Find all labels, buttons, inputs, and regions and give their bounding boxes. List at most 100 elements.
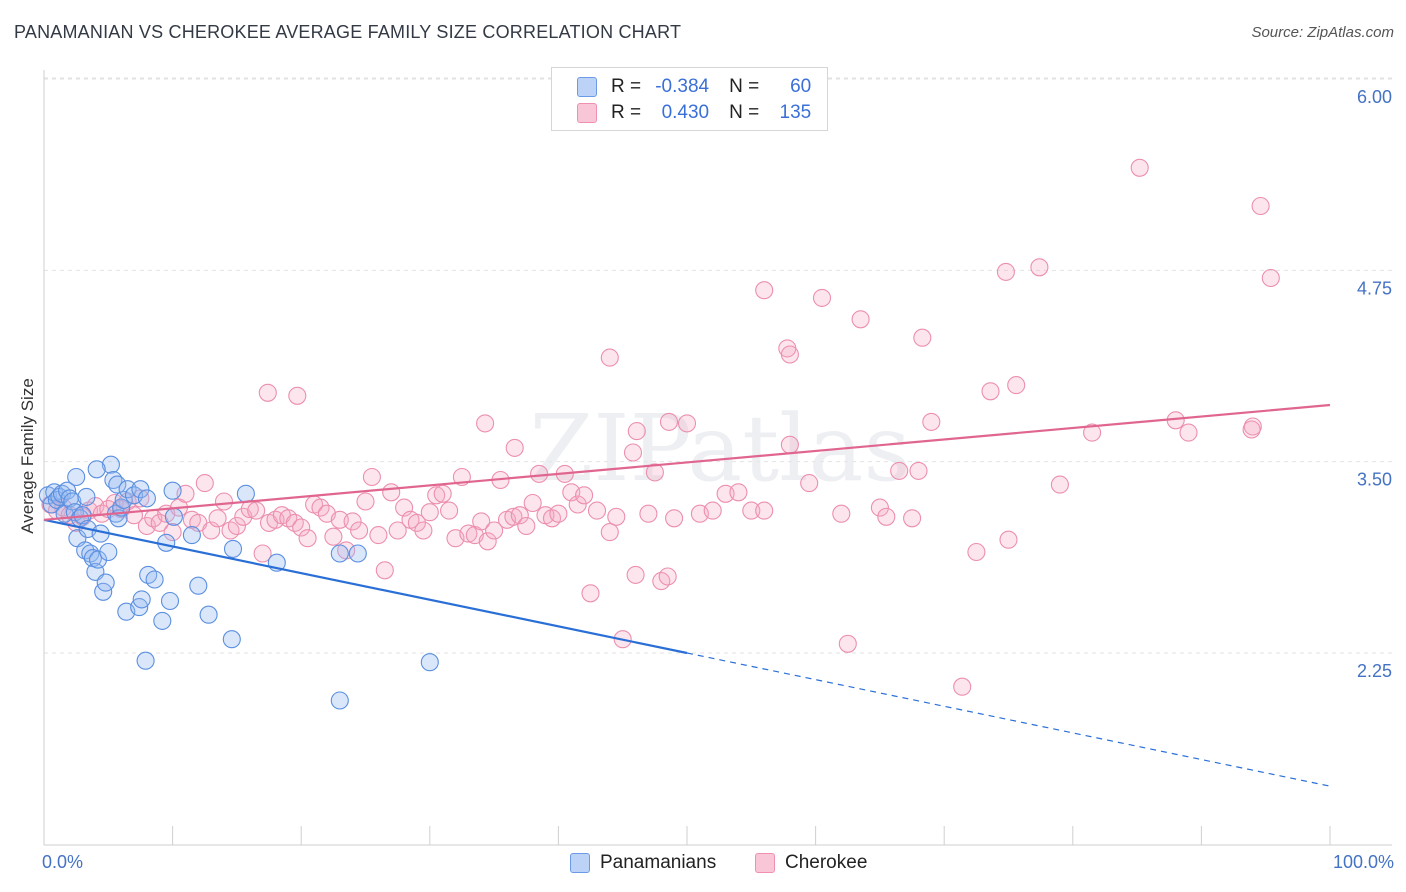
cherokee-point xyxy=(1242,420,1261,439)
panamanians-point xyxy=(76,541,95,560)
cherokee-point xyxy=(1261,268,1280,288)
legend-r-label: R = xyxy=(611,102,642,123)
legend-r-value: -0.384 xyxy=(655,76,710,97)
cherokee-point xyxy=(247,501,266,520)
series-legend-panamanians[interactable]: Panamanians xyxy=(570,852,716,874)
trend-lines xyxy=(43,403,1331,787)
cherokee-point xyxy=(890,461,909,480)
cherokee-point xyxy=(832,504,851,523)
y-tick-labels: 2.25 3.50 4.75 6.00 xyxy=(1357,87,1392,681)
panamanians-point xyxy=(99,542,118,562)
x-axis-min-label: 0.0% xyxy=(42,852,84,872)
cherokee-point xyxy=(485,521,504,540)
cherokee-point xyxy=(729,483,748,502)
cherokee-point xyxy=(350,521,369,540)
panamanians-point xyxy=(420,653,439,672)
cherokee-point xyxy=(227,516,246,536)
cherokee-point xyxy=(838,634,857,653)
cherokee-point xyxy=(626,565,645,584)
legend-r-value: 0.430 xyxy=(661,102,710,123)
cherokee-point xyxy=(420,503,439,522)
cherokee-point xyxy=(1083,423,1102,442)
cherokee-point xyxy=(407,513,426,532)
cherokee-points xyxy=(41,158,1280,696)
cherokee-point xyxy=(996,262,1015,281)
cherokee-point xyxy=(298,529,317,548)
source-label: Source: ZipAtlas.com xyxy=(1251,24,1394,41)
legend-swatch-panamanians xyxy=(577,77,597,97)
x-axis-max-label: 100.0% xyxy=(1332,852,1394,872)
cherokee-point xyxy=(505,438,524,457)
cherokee-point xyxy=(652,572,671,591)
panamanians-point xyxy=(96,573,115,592)
y-tick-label: 4.75 xyxy=(1357,278,1392,298)
panamanians-point xyxy=(114,490,133,509)
cherokee-point xyxy=(922,412,941,431)
cherokee-point xyxy=(163,523,182,542)
cherokee-point xyxy=(1130,158,1149,177)
legend-n-label: N = xyxy=(729,102,760,123)
panamanians-trend-line xyxy=(43,518,688,655)
panamanians-point xyxy=(153,611,172,630)
panamanians-point xyxy=(88,550,108,569)
cherokee-point xyxy=(659,412,679,431)
legend-n-value: 60 xyxy=(790,76,812,97)
cherokee-point xyxy=(645,463,664,482)
cherokee-point xyxy=(1050,475,1069,494)
legend-row-panamanians: R = -0.384 N = 60 xyxy=(577,75,811,99)
cherokee-point xyxy=(478,532,497,551)
legend-swatch-cherokee xyxy=(577,103,597,123)
cherokee-point xyxy=(362,467,381,487)
panamanians-trend-extension xyxy=(686,652,1331,787)
cherokee-point xyxy=(658,567,677,586)
cherokee-point xyxy=(542,509,562,528)
stats-legend: R = -0.384 N = 60 R = 0.430 N = 135 xyxy=(551,67,828,131)
cherokee-point xyxy=(459,524,478,543)
panamanians-point xyxy=(223,539,243,558)
cherokee-point xyxy=(369,526,388,545)
cherokee-point xyxy=(903,509,922,528)
y-tick-label: 6.00 xyxy=(1357,87,1392,107)
cherokee-point xyxy=(433,484,452,503)
chart-title: PANAMANIAN VS CHEROKEE AVERAGE FAMILY SI… xyxy=(14,22,682,42)
cherokee-point xyxy=(324,527,343,546)
cherokee-point xyxy=(967,542,986,562)
cherokee-point xyxy=(639,504,658,523)
panamanians-point xyxy=(137,489,156,508)
cherokee-point xyxy=(549,504,568,523)
cherokee-point xyxy=(382,483,401,502)
cherokee-point xyxy=(504,507,523,526)
legend-r-label: R = xyxy=(611,76,642,97)
cherokee-point xyxy=(1007,376,1026,395)
cherokee-point xyxy=(214,492,234,511)
cherokee-point xyxy=(607,507,626,526)
panamanians-point xyxy=(160,591,180,611)
cherokee-point xyxy=(288,386,307,405)
panamanians-point xyxy=(131,480,150,499)
cherokee-point xyxy=(530,464,549,483)
cherokee-point xyxy=(703,501,722,520)
cherokee-point xyxy=(755,501,774,520)
series-swatch-panamanians xyxy=(570,853,590,873)
cherokee-point xyxy=(587,501,607,520)
cherokee-point xyxy=(375,561,394,580)
panamanians-point xyxy=(63,492,82,511)
cherokee-point xyxy=(1243,417,1262,436)
cherokee-point xyxy=(472,512,491,531)
cherokee-point xyxy=(208,509,227,528)
cherokee-point xyxy=(440,501,459,520)
cherokee-point xyxy=(1251,196,1270,216)
y-tick-label: 3.50 xyxy=(1357,470,1392,490)
cherokee-point xyxy=(623,443,643,462)
cherokee-point xyxy=(909,461,928,480)
panamanians-point xyxy=(330,544,349,563)
cherokee-point xyxy=(427,486,446,505)
gridlines xyxy=(44,77,1392,654)
cherokee-point xyxy=(600,348,619,367)
series-legend-cherokee[interactable]: Cherokee xyxy=(755,852,867,874)
cherokee-point xyxy=(1179,423,1198,442)
cherokee-point xyxy=(581,584,600,603)
axes xyxy=(43,70,1392,846)
cherokee-point xyxy=(414,521,433,540)
